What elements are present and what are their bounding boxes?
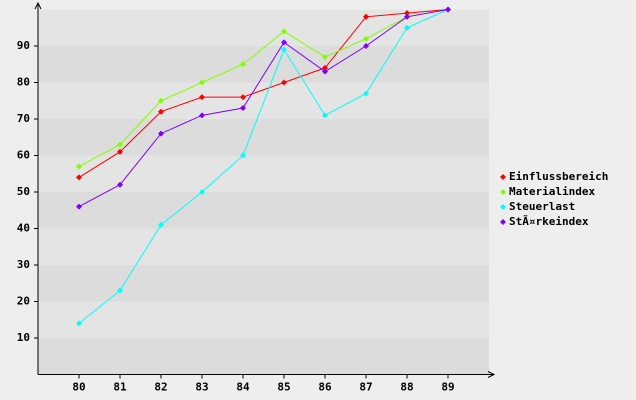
point [404,10,410,17]
point [281,46,287,53]
point [76,203,82,210]
y-tick-label: 20 [17,295,30,308]
x-axis-arrow [487,371,496,378]
point [199,112,205,119]
point [117,181,123,188]
grid-band [38,46,489,83]
x-tick-label: 84 [236,381,250,394]
point [240,61,246,68]
point [76,174,82,181]
y-tick-label: 70 [17,112,30,125]
x-tick-label: 86 [318,381,332,394]
x-tick-label: 82 [154,381,167,394]
point [76,163,82,170]
point [322,53,328,60]
legend-marker [500,174,506,180]
legend-label: Einflussbereich [509,170,608,183]
point [363,43,369,49]
point [363,13,369,20]
point [240,94,246,101]
point [158,130,164,137]
y-axis-arrow [34,1,42,10]
point [281,39,287,46]
x-tick-label: 85 [277,381,290,394]
y-tick-label: 60 [17,149,30,162]
y-tick-label: 10 [17,331,30,344]
point [117,148,123,155]
point [404,24,410,31]
grid-band [38,155,489,192]
series-line [78,9,449,208]
series-line [78,9,449,167]
point [199,189,205,195]
grid-band [38,192,489,229]
point [117,287,123,294]
y-tick-label: 90 [17,39,30,52]
series-line [78,9,449,178]
legend-marker [500,204,506,210]
point [281,79,287,86]
grid-band [38,119,489,156]
y-tick-label: 80 [17,76,30,89]
x-tick-label: 89 [441,381,454,394]
point [158,221,164,228]
x-tick-label: 88 [400,381,413,394]
point [363,90,369,97]
legend-label: Materialindex [509,185,595,198]
point [158,97,164,104]
y-tick-label: 50 [17,185,30,198]
point [322,112,328,119]
point [240,152,246,159]
point [322,68,328,75]
grid-band [38,9,489,46]
point [404,13,410,20]
point [76,320,82,327]
series-line [78,9,449,324]
x-tick-label: 83 [195,381,208,394]
point [322,64,328,71]
legend-label: Steuerlast [509,200,575,213]
point [199,94,205,101]
x-tick-label: 87 [359,381,372,394]
point [363,35,369,42]
grid-band [38,265,489,302]
grid-band [38,228,489,265]
x-tick-label: 81 [113,381,127,394]
y-tick-label: 30 [17,258,30,271]
grid-band [38,338,489,375]
point [445,6,451,13]
point [281,28,287,35]
grid-band [38,301,489,338]
y-tick-label: 40 [17,222,30,235]
legend-marker [500,219,506,225]
point [240,105,246,112]
point [158,108,164,115]
point [199,79,205,86]
grid-band [38,82,489,119]
legend-label: StÃ¤rkeindex [509,215,589,228]
x-tick-label: 80 [72,381,85,394]
point [117,141,123,148]
legend-marker [500,189,506,195]
